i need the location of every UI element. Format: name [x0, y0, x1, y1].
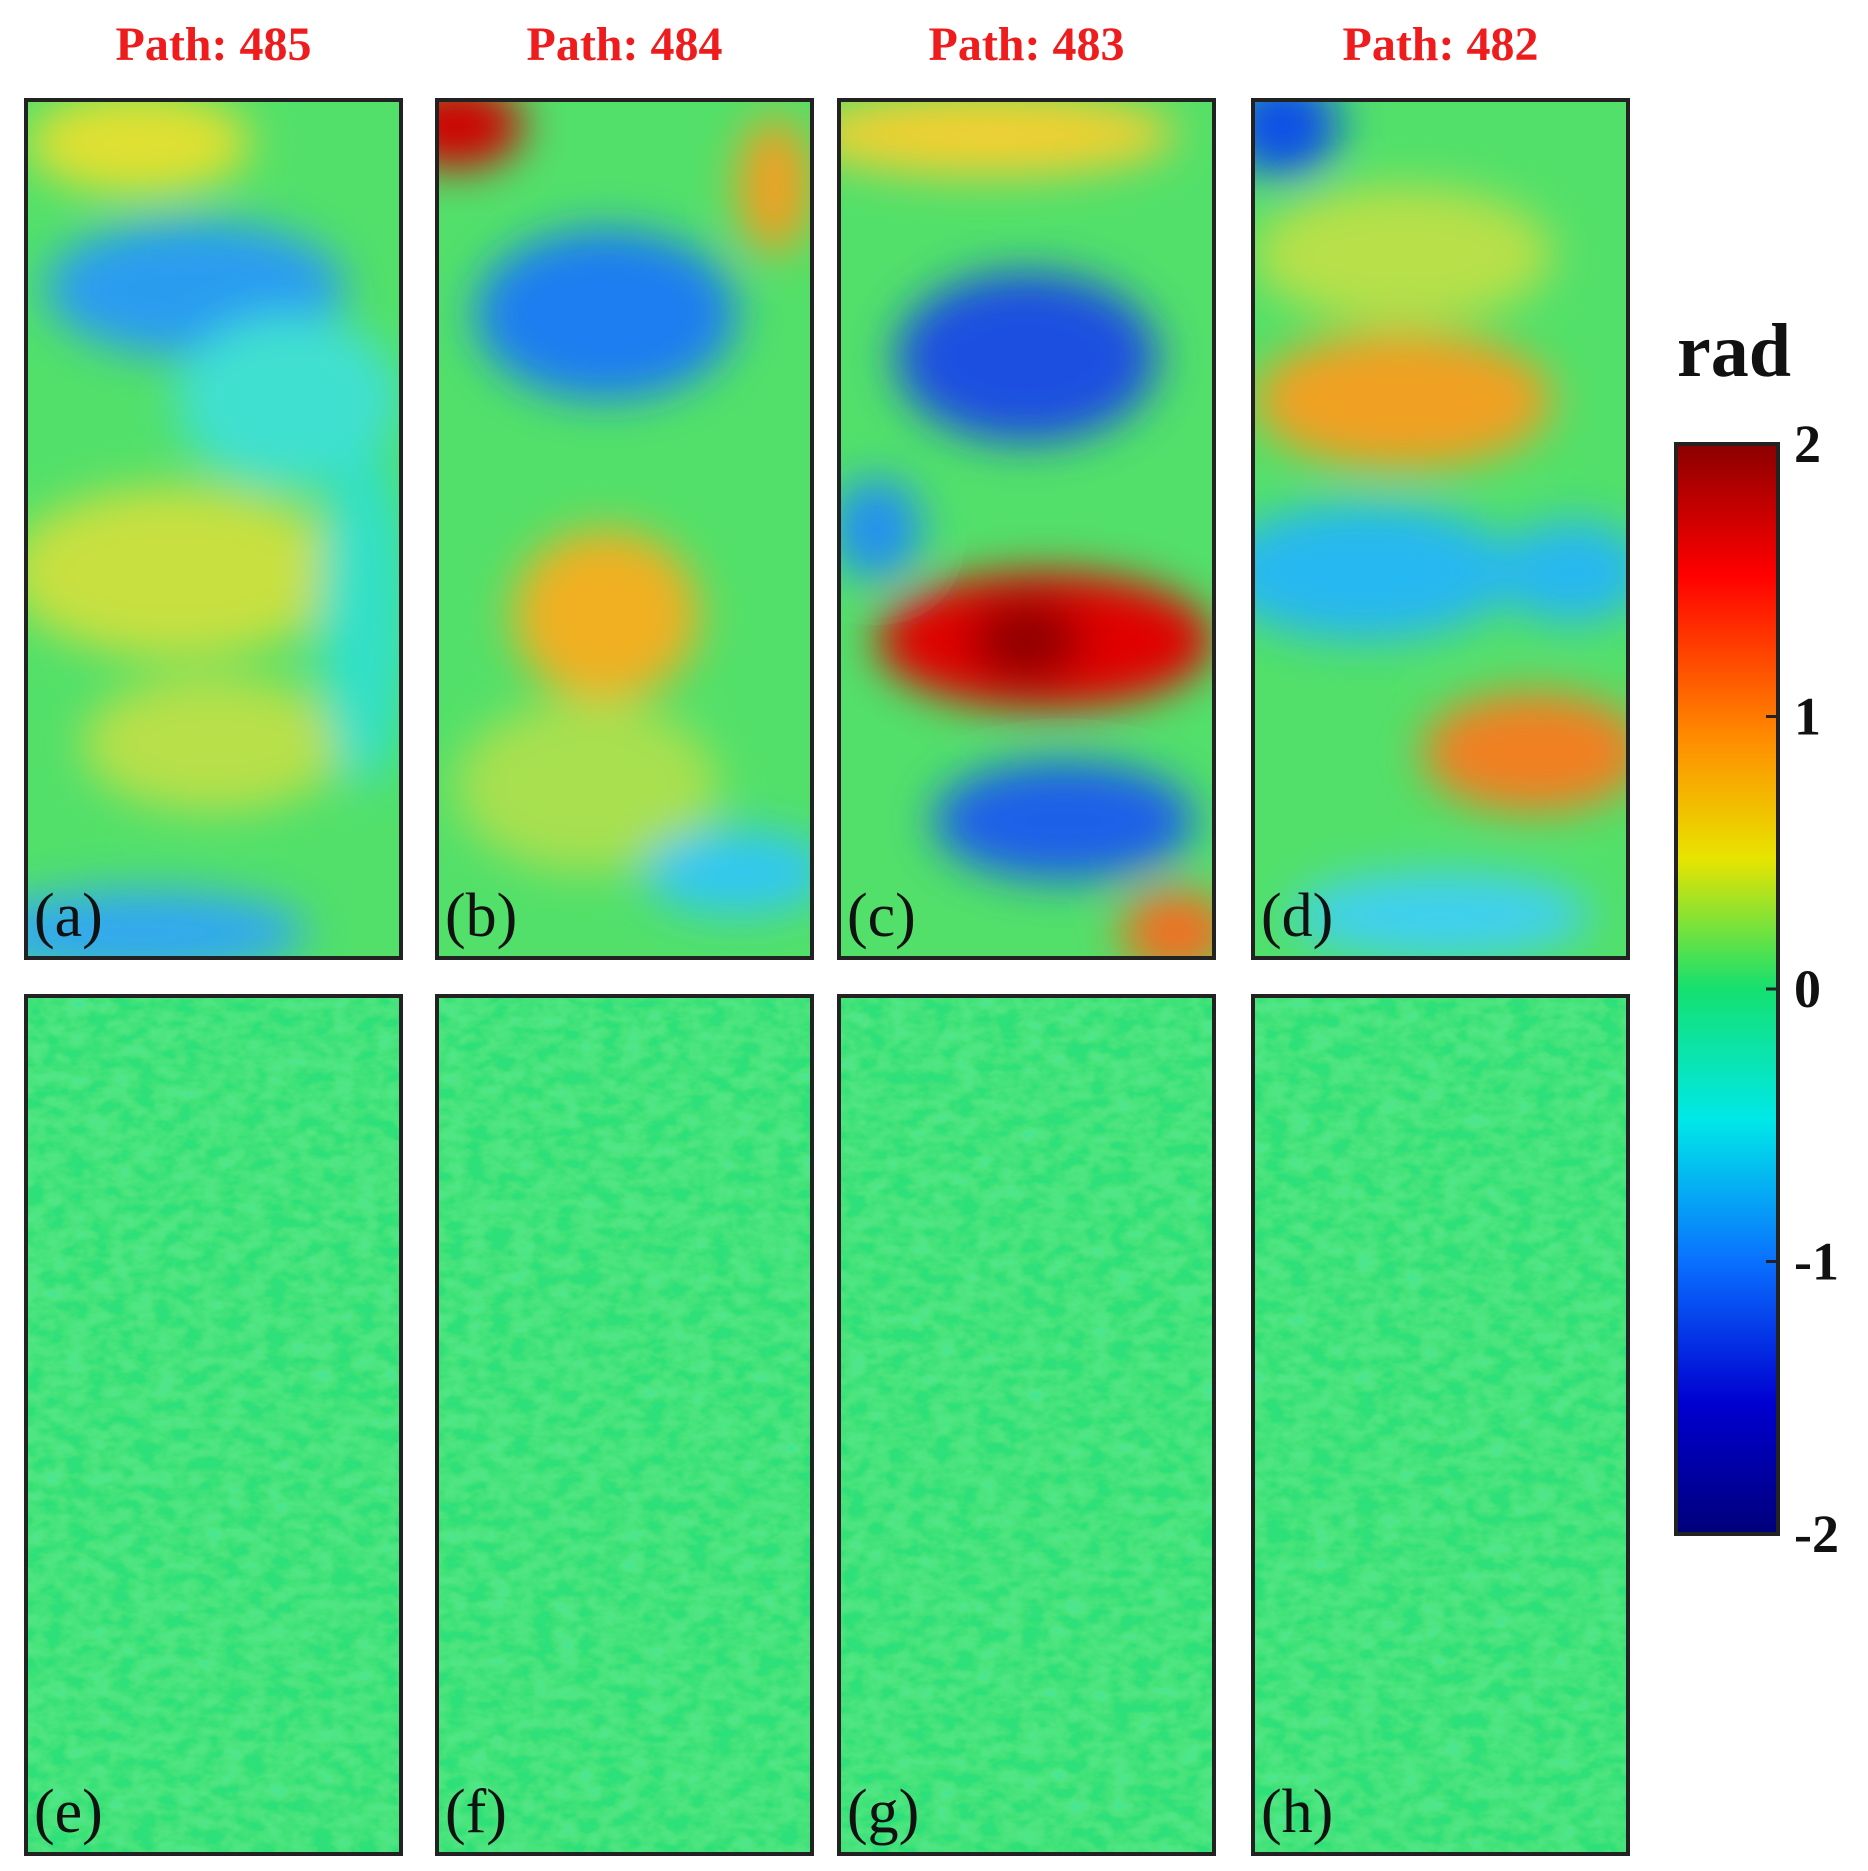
blob — [474, 228, 737, 401]
colorbar-tick-label: 0 — [1794, 959, 1821, 1019]
panel-label: (h) — [1261, 1778, 1333, 1846]
panel-image — [437, 996, 812, 1854]
panel-frame — [435, 994, 814, 1856]
panel-title: Path: 485 — [116, 18, 312, 71]
panel-label: (d) — [1261, 882, 1333, 950]
blob — [1290, 872, 1591, 958]
panel-label: (g) — [847, 1778, 919, 1846]
panel-frame — [837, 994, 1216, 1856]
panel-noise — [26, 996, 401, 1854]
blob — [176, 314, 401, 487]
blob — [1253, 185, 1553, 324]
blob — [455, 700, 719, 873]
panel-frame — [1251, 98, 1630, 960]
blob — [932, 760, 1196, 881]
panel-title: Path: 484 — [527, 18, 723, 71]
blob — [895, 271, 1158, 444]
blob — [1253, 100, 1340, 178]
blob — [1421, 692, 1628, 813]
colorbar-tick-label: 1 — [1794, 687, 1821, 747]
blob — [737, 117, 812, 255]
blob — [82, 674, 345, 813]
panel-image — [26, 996, 401, 1854]
colorbar-label: rad — [1677, 309, 1791, 393]
panel-label: (a) — [34, 882, 103, 950]
panel-image — [437, 100, 812, 958]
blob — [26, 889, 308, 958]
panel-frame — [1251, 994, 1630, 1856]
panel-image — [1253, 100, 1628, 958]
blob — [970, 597, 1083, 684]
blobs — [437, 100, 812, 916]
blob — [1253, 503, 1516, 641]
blobs — [839, 100, 1214, 958]
blob — [839, 477, 922, 581]
blob — [26, 100, 251, 195]
colorbar-tick-label: -2 — [1794, 1504, 1839, 1564]
panel-noise — [839, 996, 1214, 1854]
panel-noise — [1253, 996, 1628, 1854]
panel-label: (f) — [445, 1778, 507, 1846]
blob — [437, 100, 524, 169]
panel-image — [839, 100, 1214, 958]
panel-label: (c) — [847, 882, 916, 950]
panel-frame — [435, 98, 814, 960]
panel-frame — [24, 994, 403, 1856]
blob — [318, 443, 401, 787]
blob — [643, 829, 812, 916]
blob — [1120, 889, 1214, 958]
blob — [1253, 331, 1553, 469]
panel-frame — [837, 98, 1216, 960]
panel-title: Path: 482 — [1343, 18, 1539, 71]
blobs — [1253, 100, 1628, 958]
blobs — [26, 100, 401, 958]
panel-label: (e) — [34, 1778, 103, 1846]
panel-image — [839, 996, 1214, 1854]
blob — [512, 529, 700, 701]
panel-noise — [437, 996, 812, 1854]
panel-frame — [24, 98, 403, 960]
colorbar — [1674, 442, 1780, 1536]
blob — [1496, 520, 1628, 624]
colorbar-tick-label: -1 — [1794, 1232, 1839, 1292]
panel-image — [26, 100, 401, 958]
blob — [26, 486, 345, 658]
panel-title: Path: 483 — [929, 18, 1125, 71]
colorbar-tick-label: 2 — [1794, 414, 1821, 474]
blob — [839, 100, 1177, 178]
panel-image — [1253, 996, 1628, 1854]
panel-label: (b) — [445, 882, 517, 950]
